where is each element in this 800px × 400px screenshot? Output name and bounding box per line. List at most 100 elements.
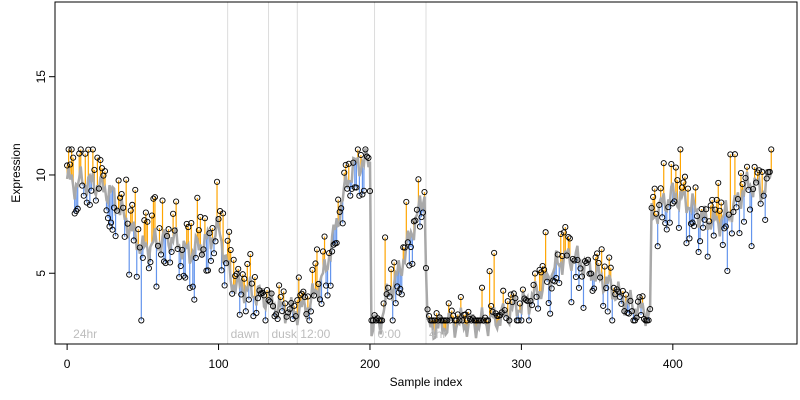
data-point: [527, 297, 534, 305]
data-point: [524, 297, 531, 305]
data-point: [353, 184, 360, 191]
data-point: [666, 219, 673, 226]
data-point: [595, 259, 602, 267]
data-point: [313, 246, 321, 253]
data-point: [292, 313, 299, 320]
data-point: [106, 223, 113, 230]
data-point: [722, 223, 729, 230]
data-point: [403, 198, 410, 205]
data-point: [280, 288, 287, 295]
data-point: [565, 233, 572, 241]
data-point: [637, 311, 645, 319]
data-point: [422, 265, 430, 272]
data-point: [559, 253, 566, 260]
data-point: [541, 266, 548, 273]
data-point: [309, 266, 316, 273]
data-point: [728, 230, 735, 237]
x-tick-label: 0: [64, 357, 71, 371]
x-axis: 0 100 200 300 400: [64, 343, 683, 371]
data-point: [562, 224, 569, 231]
data-point: [263, 287, 271, 294]
data-point: [235, 265, 242, 272]
data-point: [389, 317, 396, 324]
region-label: 0:00: [378, 327, 402, 341]
data-point: [251, 273, 258, 281]
data-point: [704, 253, 711, 260]
data-point: [179, 246, 186, 253]
data-point: [413, 206, 420, 213]
data-point: [406, 262, 413, 269]
data-point: [310, 292, 317, 299]
data-point: [610, 284, 617, 291]
data-point: [694, 213, 701, 220]
data-point: [465, 308, 472, 315]
data-point: [616, 293, 623, 300]
data-point: [478, 284, 486, 291]
data-point: [139, 254, 146, 261]
data-point: [207, 257, 215, 264]
data-point: [253, 309, 260, 317]
data-point: [168, 248, 175, 255]
data-point: [435, 317, 442, 324]
data-point: [753, 179, 760, 186]
data-point: [657, 185, 664, 192]
data-point: [547, 310, 554, 317]
data-point: [356, 192, 363, 199]
data-point: [663, 226, 670, 233]
data-point: [194, 194, 201, 201]
data-point: [447, 317, 454, 324]
data-point: [157, 251, 165, 258]
data-point: [566, 235, 573, 242]
data-point: [124, 220, 131, 227]
data-point: [507, 291, 514, 298]
data-point: [341, 169, 348, 176]
data-point: [304, 293, 311, 300]
data-point: [300, 288, 307, 295]
data-point: [244, 260, 251, 268]
data-point: [247, 251, 254, 258]
data-point: [412, 217, 419, 224]
data-point: [742, 174, 749, 182]
data-point: [548, 285, 555, 292]
data-point: [515, 317, 522, 324]
data-point: [174, 245, 181, 252]
data-point: [607, 264, 614, 271]
data-point: [95, 185, 102, 192]
data-point: [359, 191, 366, 198]
data-point: [86, 201, 93, 208]
data-point: [171, 227, 178, 234]
data-point: [323, 282, 330, 289]
data-point: [107, 219, 115, 226]
data-point: [639, 293, 646, 300]
data-point: [628, 308, 635, 315]
data-point: [488, 302, 495, 310]
y-tick-label: 10: [34, 168, 48, 182]
data-point: [212, 238, 219, 245]
data-point: [600, 302, 607, 309]
data-point: [347, 192, 354, 199]
x-axis-label: Sample index: [390, 375, 463, 389]
data-point: [295, 274, 302, 281]
data-point: [672, 164, 679, 171]
data-point: [227, 246, 234, 254]
data-point: [336, 208, 343, 215]
data-point: [150, 195, 157, 202]
data-point: [285, 309, 292, 316]
data-point: [236, 311, 243, 318]
data-point: [651, 185, 658, 192]
data-point: [454, 311, 461, 318]
data-point: [695, 248, 702, 256]
y-axis-label: Expression: [9, 143, 23, 202]
data-point: [350, 159, 357, 166]
data-point: [335, 196, 342, 203]
data-point: [671, 198, 678, 205]
data-point: [148, 212, 155, 219]
data-point: [147, 259, 154, 266]
data-point: [188, 219, 195, 227]
data-point: [121, 233, 128, 240]
data-point: [206, 230, 213, 237]
data-point: [103, 207, 110, 214]
data-point: [619, 287, 626, 294]
data-point: [130, 237, 137, 244]
data-point: [70, 154, 77, 161]
